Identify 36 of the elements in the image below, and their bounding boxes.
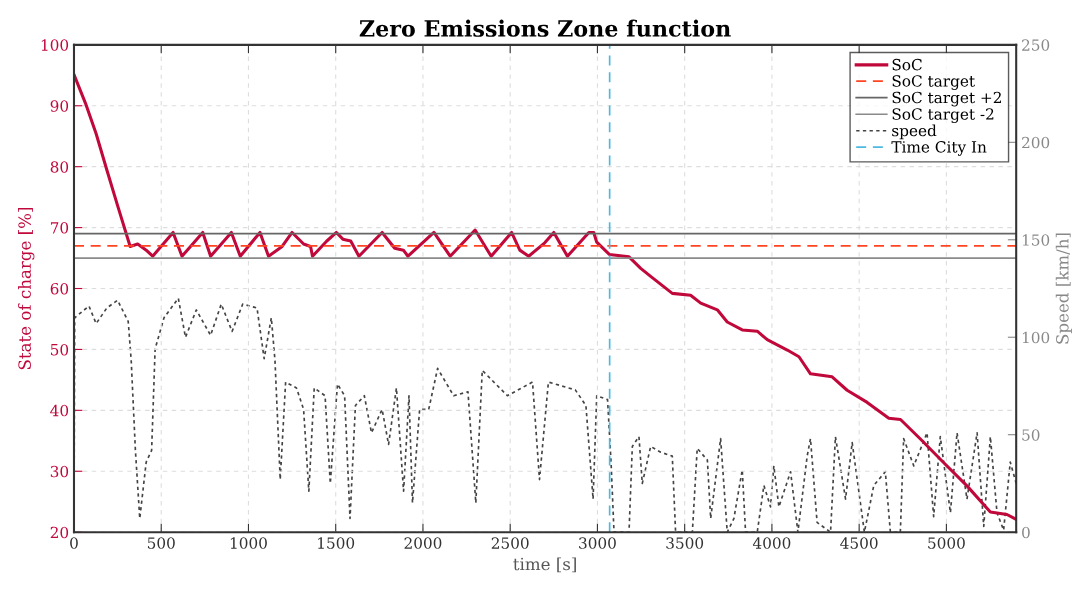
y2-tick-label: 200 xyxy=(1022,136,1050,149)
legend-label: SoC target +2 xyxy=(892,91,1001,107)
x-tick-label: 0 xyxy=(70,537,78,549)
y2-axis-title: Speed [km/h] xyxy=(1055,233,1072,344)
y-tick-label: 80 xyxy=(50,161,69,173)
x-tick-label: 3500 xyxy=(666,537,704,549)
chart-title: Zero Emissions Zone function xyxy=(359,19,731,37)
y2-tick-label: 100 xyxy=(1022,331,1050,344)
x-tick-label: 2500 xyxy=(491,537,529,549)
y-tick-label: 20 xyxy=(50,526,69,539)
y-tick-label: 50 xyxy=(50,343,69,356)
y2-tick-label: 150 xyxy=(1022,234,1050,246)
legend-label: SoC xyxy=(892,58,922,71)
x-tick-label: 3000 xyxy=(579,537,616,549)
x-tick-label: 2000 xyxy=(404,537,442,549)
y-axis-title: State of charge [%] xyxy=(18,207,35,370)
x-tick-label: 1500 xyxy=(318,537,355,549)
y2-tick-label: 50 xyxy=(1022,429,1040,441)
x-tick-label: 5000 xyxy=(928,537,965,549)
y-tick-label: 90 xyxy=(50,100,69,112)
y-tick-label: 40 xyxy=(50,404,69,417)
x-tick-label: 1000 xyxy=(230,537,267,549)
y-tick-label: 100 xyxy=(41,39,69,51)
x-tick-label: 4500 xyxy=(840,537,878,549)
y-tick-label: 30 xyxy=(50,465,69,478)
x-tick-label: 500 xyxy=(147,537,175,549)
legend-label: Time City In xyxy=(891,141,987,156)
legend-label: SoC target xyxy=(892,75,975,90)
legend-label: speed xyxy=(892,124,937,140)
x-tick-label: 4000 xyxy=(752,537,791,549)
legend-label: SoC target -2 xyxy=(892,108,994,123)
y2-tick-label: 0 xyxy=(1022,526,1030,539)
x-axis-title: time [s] xyxy=(513,557,576,573)
y-tick-label: 60 xyxy=(50,282,69,295)
y-tick-label: 70 xyxy=(50,222,69,234)
y2-tick-label: 250 xyxy=(1022,39,1050,51)
